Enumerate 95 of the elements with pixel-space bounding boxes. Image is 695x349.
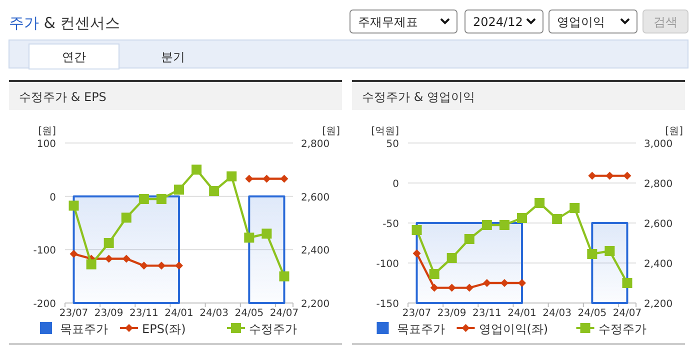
legend-label: 수정주가: [249, 322, 297, 336]
point: [192, 164, 202, 175]
point: [604, 246, 615, 256]
text: 주재무제표: [358, 15, 418, 29]
y2-tick-label: 2,600: [644, 219, 673, 230]
y-tick-label: -100: [33, 246, 56, 257]
text: 검색: [654, 15, 678, 29]
point: [570, 203, 580, 213]
legend-label: 수정주가: [598, 322, 646, 336]
x-tick-label: 24/01: [164, 308, 194, 319]
x-tick-label: 24/05: [234, 308, 264, 319]
x-tick-label: 23/07: [59, 308, 88, 319]
x-tick-label: 24/05: [578, 308, 607, 319]
point: [587, 249, 598, 259]
chart-title: 수정주가 & EPS: [19, 90, 106, 104]
point: [140, 262, 148, 270]
point: [262, 228, 272, 239]
point: [499, 220, 510, 230]
point: [245, 174, 254, 183]
point: [156, 194, 166, 204]
point: [104, 254, 113, 263]
text: 2024/12: [473, 15, 523, 29]
point: [622, 278, 632, 288]
point: [588, 172, 596, 180]
point: [534, 198, 545, 208]
y2-tick-label: 2,600: [301, 192, 330, 204]
point: [623, 172, 632, 180]
y-tick-label: 100: [36, 139, 56, 150]
y2-axis-title: [원]: [665, 126, 684, 137]
y2-tick-label: 3,000: [644, 139, 673, 150]
legend-label: 목표주가: [396, 322, 445, 336]
point: [429, 269, 440, 279]
point: [412, 225, 422, 235]
point: [280, 174, 288, 183]
point: [482, 279, 491, 287]
point: [86, 259, 96, 270]
legend-label: 영업이익(좌): [478, 322, 548, 336]
y-tick-label: 50: [386, 139, 399, 150]
point: [138, 194, 149, 204]
y2-tick-label: 2,800: [301, 139, 330, 150]
point: [465, 284, 474, 292]
text: 분기: [161, 50, 185, 64]
point: [482, 220, 492, 230]
point: [70, 250, 78, 258]
y-tick-label: -50: [382, 219, 399, 230]
x-tick-label: 24/07: [612, 308, 642, 319]
point: [517, 213, 527, 223]
text: 영업이익: [557, 15, 605, 29]
y2-tick-label: 2,400: [644, 259, 673, 270]
point: [244, 232, 254, 243]
text: 주가 & 컨센서스: [9, 14, 120, 32]
y-tick-label: -150: [376, 299, 399, 310]
x-tick-label: 23/11: [130, 308, 158, 319]
point: [446, 253, 457, 263]
point: [430, 284, 438, 292]
y2-tick-label: 2,800: [644, 179, 673, 190]
y2-tick-label: 2,200: [644, 299, 673, 310]
point: [209, 186, 220, 196]
point: [175, 262, 183, 270]
point: [121, 212, 132, 223]
point: [174, 184, 184, 195]
point: [279, 271, 290, 282]
y2-axis-title: [원]: [322, 126, 340, 137]
x-tick-label: 24/03: [542, 308, 572, 319]
point: [606, 172, 614, 180]
point: [262, 174, 271, 183]
point: [464, 234, 474, 244]
x-tick-label: 23/07: [402, 308, 432, 319]
y2-tick-label: 2,400: [301, 246, 330, 257]
y-axis-title: [억원]: [371, 126, 400, 137]
point: [552, 214, 562, 224]
x-tick-label: 24/07: [270, 308, 299, 319]
legend-label: EPS(좌): [142, 322, 186, 336]
x-tick-label: 23/11: [472, 308, 502, 319]
point: [448, 284, 456, 292]
y-tick-label: -200: [33, 299, 56, 310]
point: [68, 200, 79, 211]
y-tick-label: 0: [392, 179, 399, 190]
point: [518, 279, 526, 287]
x-tick-label: 24/03: [200, 308, 228, 319]
x-tick-label: 24/01: [508, 308, 536, 319]
legend-label: 목표주가: [60, 322, 108, 336]
point: [104, 238, 114, 248]
chart-title: 수정주가 & 영업이익: [362, 90, 475, 104]
y2-tick-label: 2,200: [301, 299, 330, 310]
text: 연간: [62, 50, 86, 64]
point: [122, 254, 130, 263]
y-tick-label: 0: [50, 192, 56, 204]
point: [412, 249, 421, 258]
x-tick-label: 23/09: [437, 308, 466, 319]
y-axis-title: [원]: [38, 126, 56, 137]
y-tick-label: -100: [376, 259, 399, 270]
point: [157, 262, 166, 270]
point: [226, 171, 237, 182]
x-tick-label: 23/09: [94, 308, 124, 319]
